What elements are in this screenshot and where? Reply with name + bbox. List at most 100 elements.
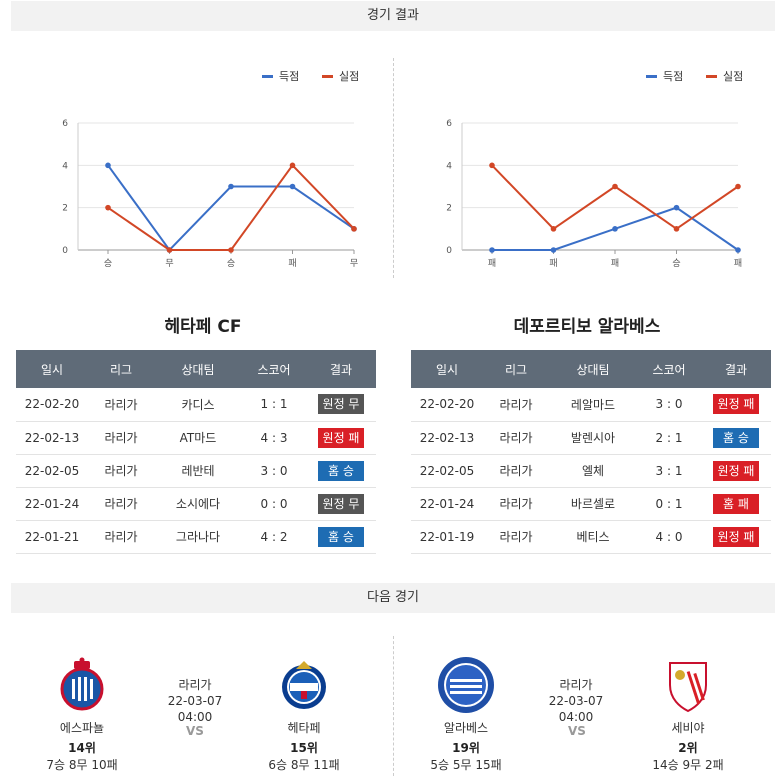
- row-opponent: 카디스: [154, 388, 242, 422]
- result-badge: 원정 패: [318, 427, 364, 448]
- result-badge: 홈 승: [318, 460, 364, 481]
- row-date: 22-02-13: [411, 421, 483, 455]
- getafe-results-table: 일시 리그 상대팀 스코어 결과 22-02-20 라리가 카디스 1 : 1 원정 무…: [16, 350, 376, 554]
- result-badge: 원정 무: [318, 493, 364, 514]
- legend-label: 득점: [663, 70, 683, 83]
- match-info: 라리가 22-03-07 04:00: [531, 677, 621, 725]
- col-score: 스코어: [242, 350, 306, 388]
- club-record: 6승 8무 11패: [268, 758, 340, 772]
- table-header-row: 일시 리그 상대팀 스코어 결과: [411, 350, 771, 388]
- table-row: 22-02-05 라리가 엘체 3 : 1 원정 패: [411, 454, 771, 488]
- results-section-title: 경기 결과: [11, 1, 775, 31]
- result-badge: 원정 패: [713, 460, 759, 481]
- data-point: [550, 226, 557, 232]
- row-opponent: 엘체: [549, 454, 637, 488]
- row-score: 4 : 0: [637, 520, 701, 554]
- legend-label: 득점: [279, 70, 299, 83]
- row-score: 4 : 3: [242, 421, 306, 455]
- col-score: 스코어: [637, 350, 701, 388]
- x-tick-label: 승: [104, 258, 112, 269]
- col-result: 결과: [306, 350, 376, 388]
- x-tick-label: 패: [488, 258, 496, 269]
- row-result-cell: 홈 승: [306, 520, 376, 554]
- data-point: [612, 183, 618, 190]
- espanyol-logo-icon: [52, 655, 112, 715]
- club-espanyol[interactable]: 에스파뇰 14위 7승 8무 10패: [40, 655, 124, 773]
- club-getafe[interactable]: 헤타페 15위 6승 8무 11패: [262, 655, 346, 773]
- alaves-logo-icon: [436, 655, 496, 715]
- y-tick-label: 0: [62, 246, 68, 256]
- club-record: 7승 8무 10패: [46, 758, 118, 772]
- col-opponent: 상대팀: [549, 350, 637, 388]
- x-tick-label: 패: [549, 258, 557, 269]
- row-date: 22-01-21: [16, 520, 88, 554]
- row-date: 22-02-20: [16, 388, 88, 422]
- data-point: [105, 204, 111, 211]
- vs-label: VS: [568, 724, 586, 738]
- table-row: 22-01-19 라리가 베티스 4 : 0 원정 패: [411, 520, 771, 554]
- row-score: 3 : 1: [637, 454, 701, 488]
- legend-label: 실점: [723, 70, 743, 83]
- y-tick-label: 2: [446, 204, 452, 214]
- match-league: 라리가: [178, 678, 212, 692]
- row-date: 22-01-24: [411, 487, 483, 521]
- data-point: [351, 226, 357, 232]
- result-badge: 홈 승: [318, 526, 364, 547]
- club-sevilla[interactable]: 세비야 2위 14승 9무 2패: [644, 655, 732, 773]
- data-point: [489, 247, 495, 253]
- x-tick-label: 패: [288, 258, 296, 269]
- row-result-cell: 원정 패: [701, 388, 771, 422]
- row-date: 22-01-24: [16, 487, 88, 521]
- row-league: 라리가: [88, 454, 154, 488]
- row-opponent: 레알마드: [549, 388, 637, 422]
- row-result-cell: 원정 패: [306, 421, 376, 455]
- y-tick-label: 4: [62, 161, 68, 171]
- data-point: [735, 183, 741, 190]
- next-section-title: 다음 경기: [11, 583, 775, 613]
- club-record: 5승 5무 15패: [430, 758, 502, 772]
- row-result-cell: 홈 승: [306, 454, 376, 488]
- chart-divider: [393, 58, 394, 278]
- legend-swatch: [322, 75, 333, 78]
- legend-swatch: [262, 75, 273, 78]
- result-badge: 원정 패: [713, 394, 759, 415]
- table-row: 22-02-20 라리가 카디스 1 : 1 원정 무: [16, 388, 376, 422]
- table-row: 22-01-24 라리가 바르셀로 0 : 1 홈 패: [411, 487, 771, 521]
- row-date: 22-02-05: [16, 454, 88, 488]
- data-point: [105, 162, 111, 169]
- club-alaves[interactable]: 알라베스 19위 5승 5무 15패: [422, 655, 510, 773]
- match-info: 라리가 22-03-07 04:00: [150, 677, 240, 725]
- row-opponent: AT마드: [154, 421, 242, 455]
- getafe-line-chart: 득점 실점 0 2 4 6 승 무 승 패 무: [62, 70, 359, 269]
- row-score: 1 : 1: [242, 388, 306, 422]
- next-divider: [393, 636, 394, 776]
- row-date: 22-02-13: [16, 421, 88, 455]
- row-league: 라리가: [88, 487, 154, 521]
- x-tick-label: 패: [734, 258, 742, 269]
- legend-swatch: [706, 75, 717, 78]
- club-name: 헤타페: [287, 721, 321, 735]
- row-score: 2 : 1: [637, 421, 701, 455]
- row-opponent: 바르셀로: [549, 487, 637, 521]
- row-league: 라리가: [88, 520, 154, 554]
- x-tick-label: 패: [611, 258, 619, 269]
- vs-label: VS: [186, 724, 204, 738]
- row-date: 22-01-19: [411, 520, 483, 554]
- data-point: [289, 162, 296, 169]
- row-league: 라리가: [483, 388, 549, 422]
- alaves-results-table: 일시 리그 상대팀 스코어 결과 22-02-20 라리가 레알마드 3 : 0 원정 …: [411, 350, 771, 554]
- y-tick-label: 2: [62, 204, 68, 214]
- col-league: 리그: [88, 350, 154, 388]
- row-score: 3 : 0: [242, 454, 306, 488]
- getafe-form-chart: 득점 실점 0 2 4 6 승 무 승 패 무: [10, 55, 390, 285]
- row-result-cell: 원정 무: [306, 487, 376, 521]
- result-badge: 홈 승: [713, 427, 759, 448]
- x-tick-label: 승: [227, 258, 235, 269]
- row-date: 22-02-05: [411, 454, 483, 488]
- club-name: 세비야: [671, 721, 705, 735]
- table-row: 22-02-05 라리가 레반테 3 : 0 홈 승: [16, 454, 376, 488]
- y-tick-label: 6: [446, 119, 452, 129]
- row-result-cell: 원정 패: [701, 520, 771, 554]
- data-point: [228, 247, 234, 253]
- y-tick-label: 6: [62, 119, 68, 129]
